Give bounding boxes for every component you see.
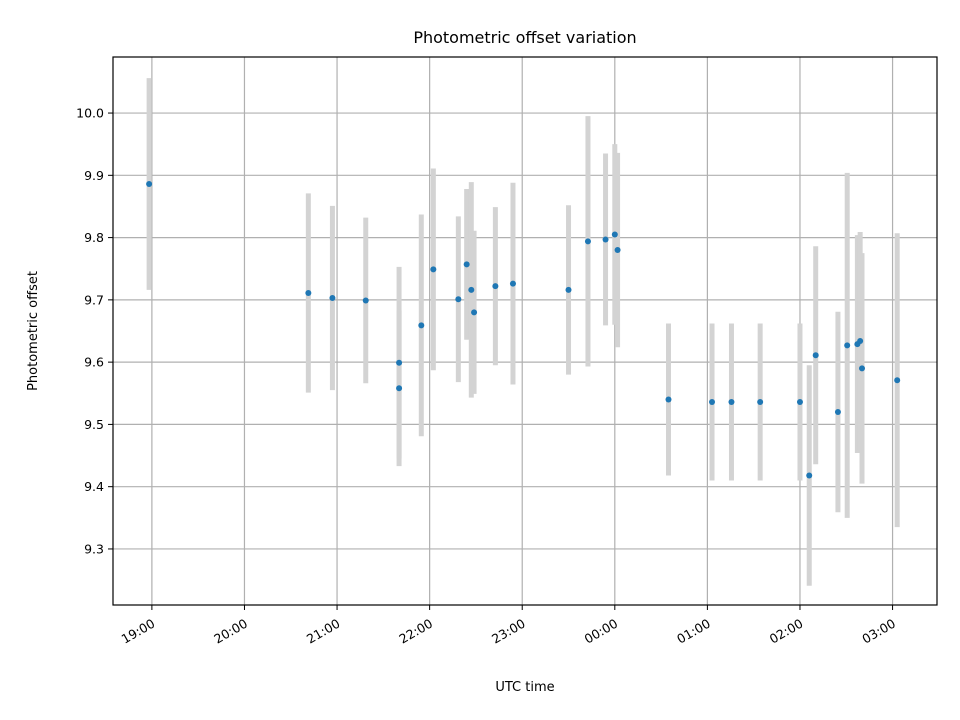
y-tick-label: 9.6 (84, 355, 104, 370)
data-point (565, 286, 572, 293)
data-point (492, 283, 499, 290)
data-point (471, 309, 478, 316)
data-point (418, 322, 425, 329)
data-point (362, 297, 369, 304)
y-tick-label: 10.0 (76, 106, 104, 121)
y-tick-label: 9.4 (84, 479, 104, 494)
data-point (611, 231, 618, 238)
chart-title: Photometric offset variation (413, 28, 636, 47)
y-tick-label: 9.7 (84, 292, 104, 307)
y-tick-label: 9.9 (84, 168, 104, 183)
data-point (509, 280, 516, 287)
data-point (396, 359, 403, 366)
data-point (584, 238, 591, 245)
data-point (146, 181, 153, 188)
data-point (757, 398, 764, 405)
data-point (728, 398, 735, 405)
plot-frame (112, 56, 938, 606)
data-point (463, 261, 470, 268)
data-point (844, 342, 851, 349)
data-point (894, 377, 901, 384)
data-point (812, 352, 819, 359)
x-axis-label: UTC time (495, 680, 554, 695)
data-point (468, 286, 475, 293)
data-point (859, 365, 866, 372)
y-axis-label: Photometric offset (26, 271, 41, 391)
data-point (430, 266, 437, 273)
data-points (146, 181, 901, 479)
y-tick-label: 9.3 (84, 541, 104, 556)
y-tick-label: 9.5 (84, 417, 104, 432)
y-tick-label: 9.8 (84, 230, 104, 245)
data-point (396, 385, 403, 392)
data-point (796, 398, 803, 405)
data-point (329, 294, 336, 301)
data-point (305, 290, 312, 297)
data-point (614, 247, 621, 254)
grid-lines (113, 57, 937, 605)
data-point (665, 396, 672, 403)
data-point (806, 472, 813, 479)
data-point (709, 398, 716, 405)
data-point (455, 296, 462, 303)
data-point (602, 236, 609, 243)
y-axis-ticks: 9.3 9.4 9.5 9.6 9.7 9.8 9.9 10.0 (76, 106, 113, 556)
data-point (834, 408, 841, 415)
data-point (857, 337, 864, 344)
